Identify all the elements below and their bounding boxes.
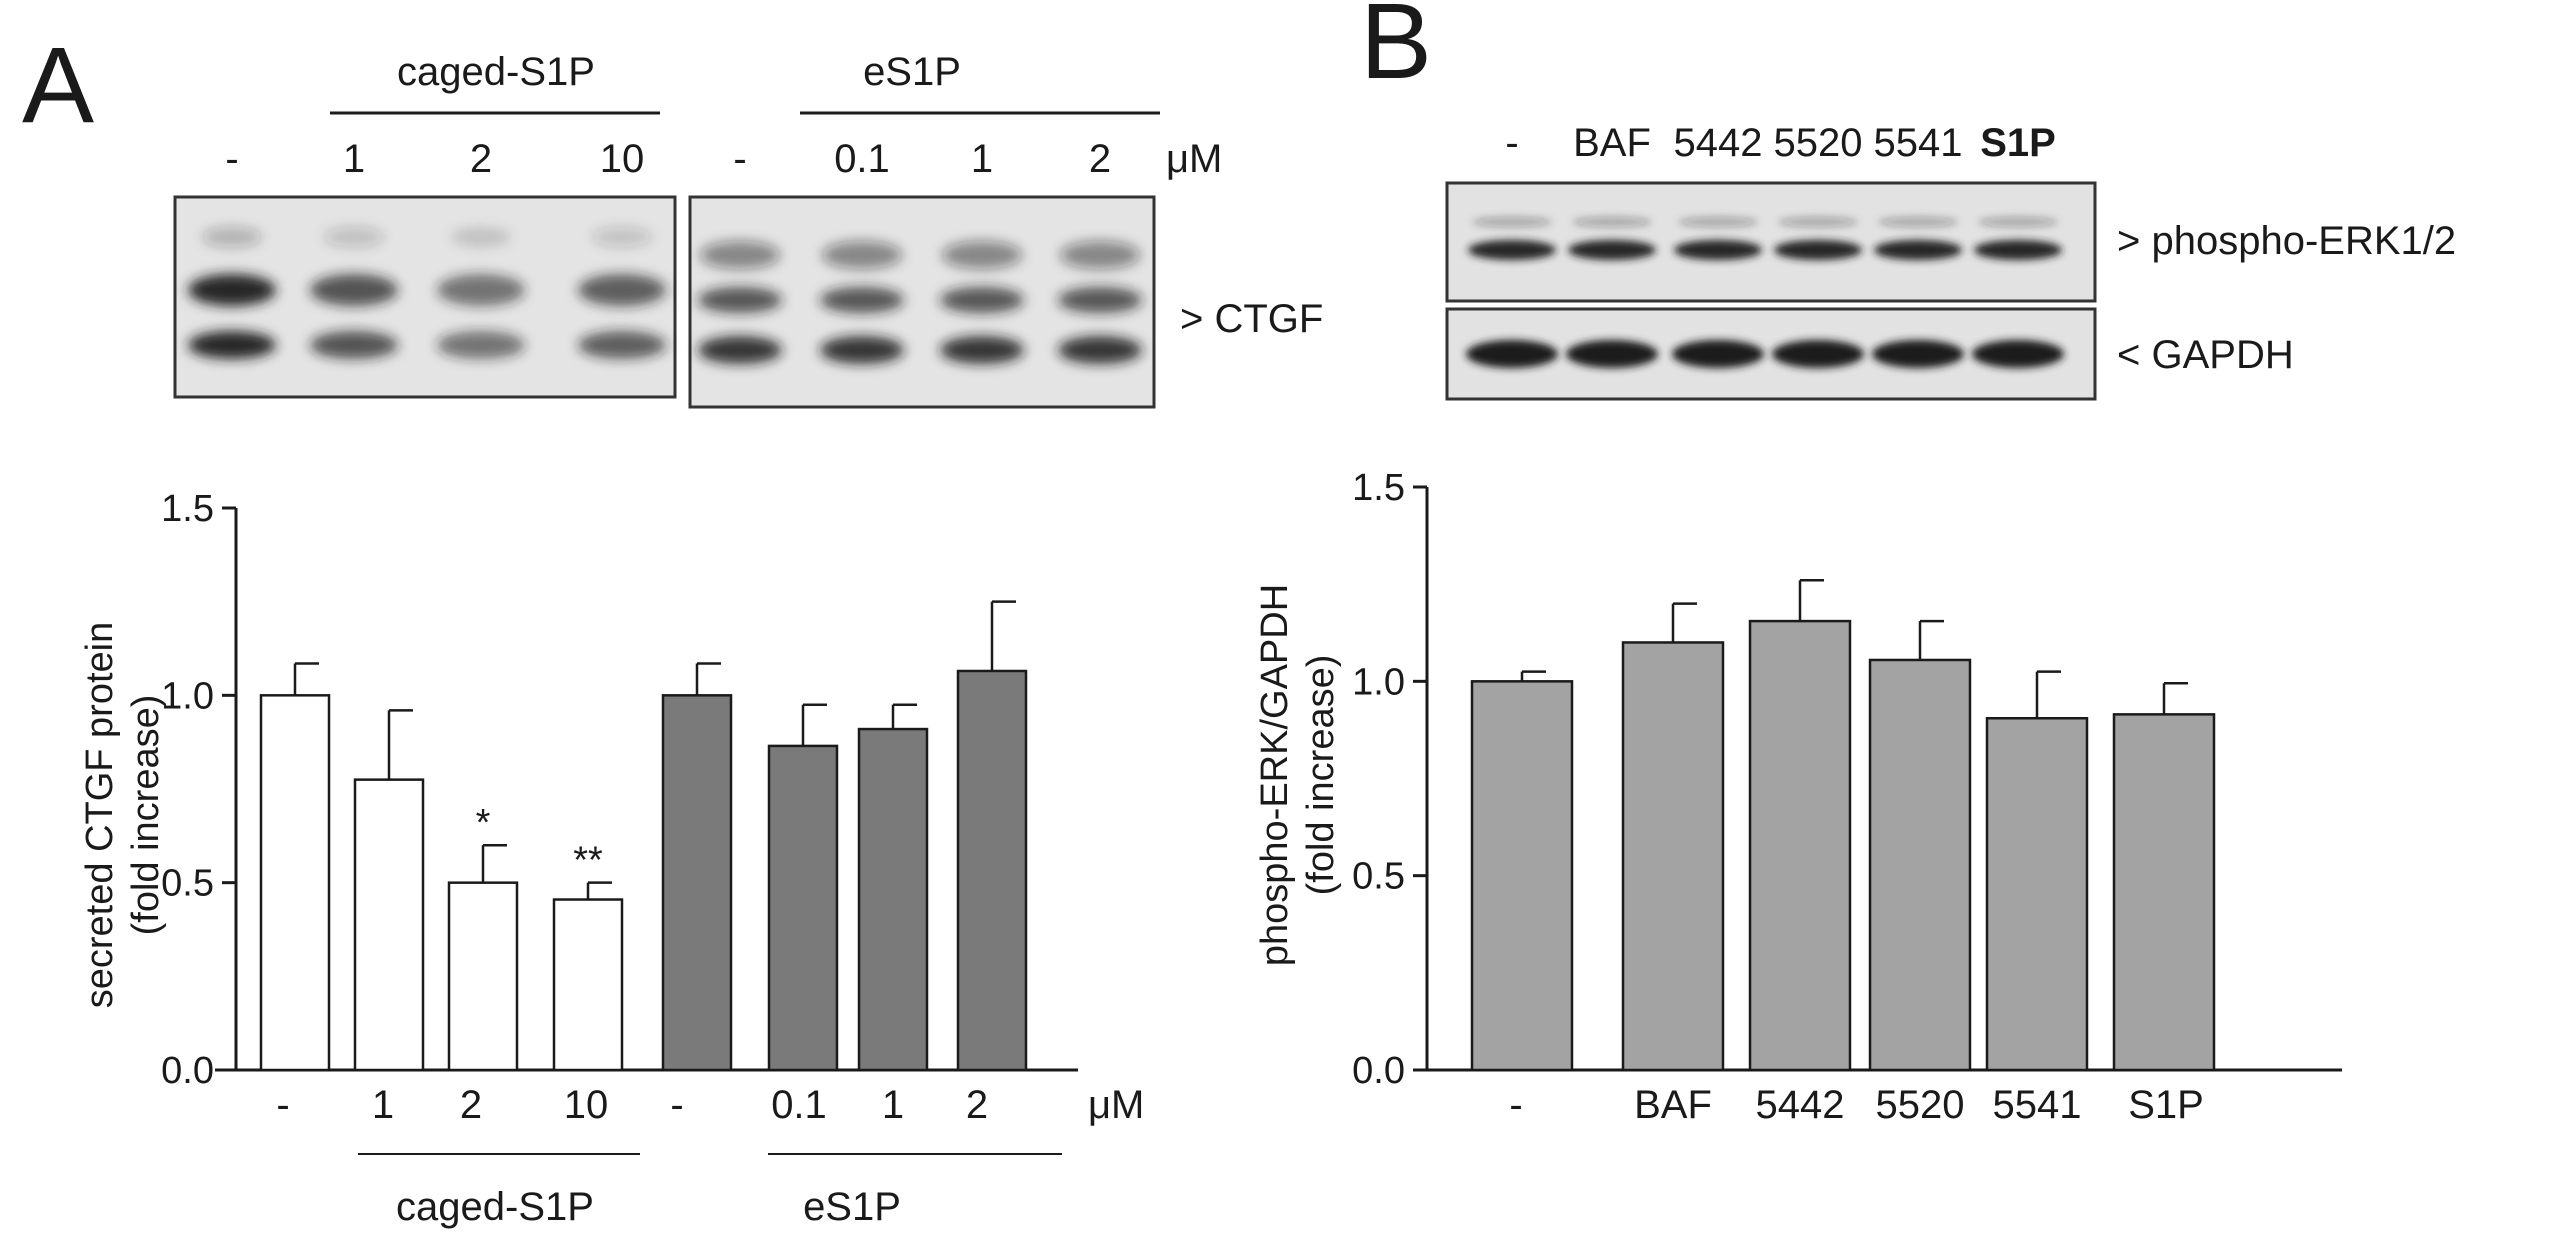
blot-a-lane-label: 2 [1089,137,1111,181]
x-tick-label: 5541 [1993,1083,2082,1127]
blot-b-lane-label: 5541 [1874,121,1963,165]
x-tick-label: 0.1 [771,1083,827,1127]
blot-a-band-label: > CTGF [1180,297,1323,341]
blot-a-image-es1p [688,195,1156,409]
blot-a-unit: μM [1166,137,1222,181]
y-tick-label: 1.5 [161,488,214,530]
blot-a-lane-label: 1 [971,137,993,181]
blot-b-lane-label: 5520 [1774,121,1863,165]
y-tick-label: 1.0 [1352,661,1405,703]
x-tick-label: BAF [1634,1083,1712,1127]
chart-b-ylabel-line1: phospho-ERK/GAPDH [1254,584,1296,966]
blot-a-lane-label: - [733,137,746,181]
panel-a-letter: A [22,24,94,145]
bar [857,727,929,1072]
x-tick-label: 1 [372,1083,394,1127]
chart-a-group-es1p: eS1P [803,1185,901,1229]
y-tick-label: 0.0 [1352,1050,1405,1092]
y-tick-label: 0.5 [1352,856,1405,898]
blot-a-group-es1p: eS1P [863,50,961,94]
chart-b: phospho-ERK/GAPDH (fold increase) 0.0 0.5… [1254,467,2342,1127]
blot-b-lane-label: BAF [1573,121,1651,165]
blot-b-band-label-2: < GAPDH [2117,333,2294,377]
bar [1985,717,2089,1072]
x-tick-label: 2 [966,1083,988,1127]
x-tick-label: 1 [882,1083,904,1127]
blot-a-group-caged: caged-S1P [397,50,595,94]
x-tick-label: - [276,1083,289,1127]
bar [1868,658,1972,1072]
significance-label: * [476,802,491,844]
bar [1470,680,1574,1072]
chart-a: secreted CTGF protein (fold increase) 0.… [79,488,1078,1127]
blot-b-lane-label: S1P [1980,121,2056,165]
bar [353,778,425,1072]
x-tick-label: - [670,1083,683,1127]
x-tick-label: S1P [2128,1083,2204,1127]
chart-a-ylabel-line1: secreted CTGF protein [79,622,121,1008]
significance-label: ** [573,840,603,882]
blot-b-image-gapdh [1445,307,2097,401]
x-tick-label: 5520 [1876,1083,1965,1127]
blot-a-lane-label: 0.1 [834,137,890,181]
bar [447,881,519,1072]
y-tick-label: 1.0 [161,675,214,717]
blot-b-band-label-1: > phospho-ERK1/2 [2117,219,2456,263]
blot-b-lane-labels: - BAF 5442 5520 5541 S1P [1505,121,2055,165]
chart-a-ylabel-line2: (fold increase) [125,695,167,936]
y-tick-label: 0.5 [161,863,214,905]
bar [2112,713,2216,1072]
blot-b-lane-label: 5442 [1674,121,1763,165]
blot-b-image-perk [1445,181,2097,303]
blot-b-lane-label: - [1505,121,1518,165]
blot-a-lane-label: 10 [600,137,645,181]
blot-a-lane-labels: - 1 2 10 - 0.1 1 2 [225,137,1111,181]
panel-b-letter: B [1360,0,1432,101]
chart-a-unit: μM [1088,1083,1144,1127]
blot-a-lane-label: 1 [343,137,365,181]
y-tick-label: 1.5 [1352,467,1405,509]
bar [1621,641,1725,1072]
blot-a-lane-label: 2 [470,137,492,181]
bar [259,694,331,1072]
chart-b-ylabel-line2: (fold increase) [1300,655,1342,896]
x-tick-label: - [1509,1083,1522,1127]
x-tick-label: 2 [460,1083,482,1127]
blot-a-lane-label: - [225,137,238,181]
bar [767,744,839,1072]
bar [1748,619,1852,1072]
bar [661,694,733,1072]
y-tick-label: 0.0 [161,1050,214,1092]
bar [552,898,624,1072]
bar [956,669,1028,1072]
chart-a-group-caged: caged-S1P [396,1185,594,1229]
blot-a-image-caged [173,195,677,399]
x-tick-label: 10 [564,1083,609,1127]
x-tick-label: 5442 [1756,1083,1845,1127]
